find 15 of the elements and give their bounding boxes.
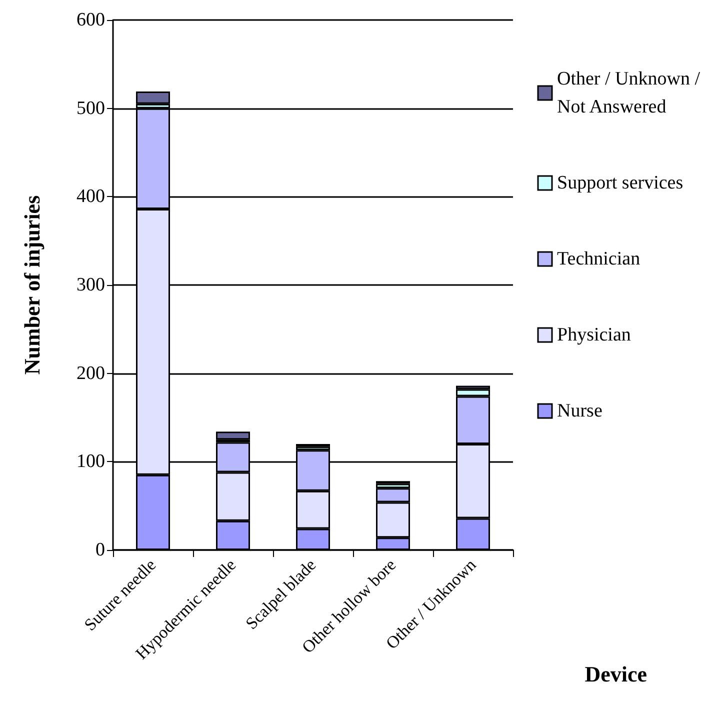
legend-label: Support services xyxy=(557,172,684,194)
x-axis-title: Device xyxy=(584,662,648,686)
y-tick-label: 200 xyxy=(76,362,105,384)
legend-label: Nurse xyxy=(557,400,602,422)
y-tick-label: 600 xyxy=(76,10,105,30)
y-tick-label: 100 xyxy=(76,451,105,472)
y-tick-label: 500 xyxy=(76,98,105,119)
y-tick-label: 400 xyxy=(76,186,105,208)
y-tick-label: 0 xyxy=(96,540,105,560)
bar xyxy=(216,432,250,440)
legend-label: Physician xyxy=(557,324,632,346)
y-tick-label: 300 xyxy=(76,274,105,296)
legend-label: Technician xyxy=(557,248,641,270)
y-axis-title: Number of injuries xyxy=(20,194,44,375)
legend-label: Other / Unknown / Not Answered xyxy=(557,68,705,118)
